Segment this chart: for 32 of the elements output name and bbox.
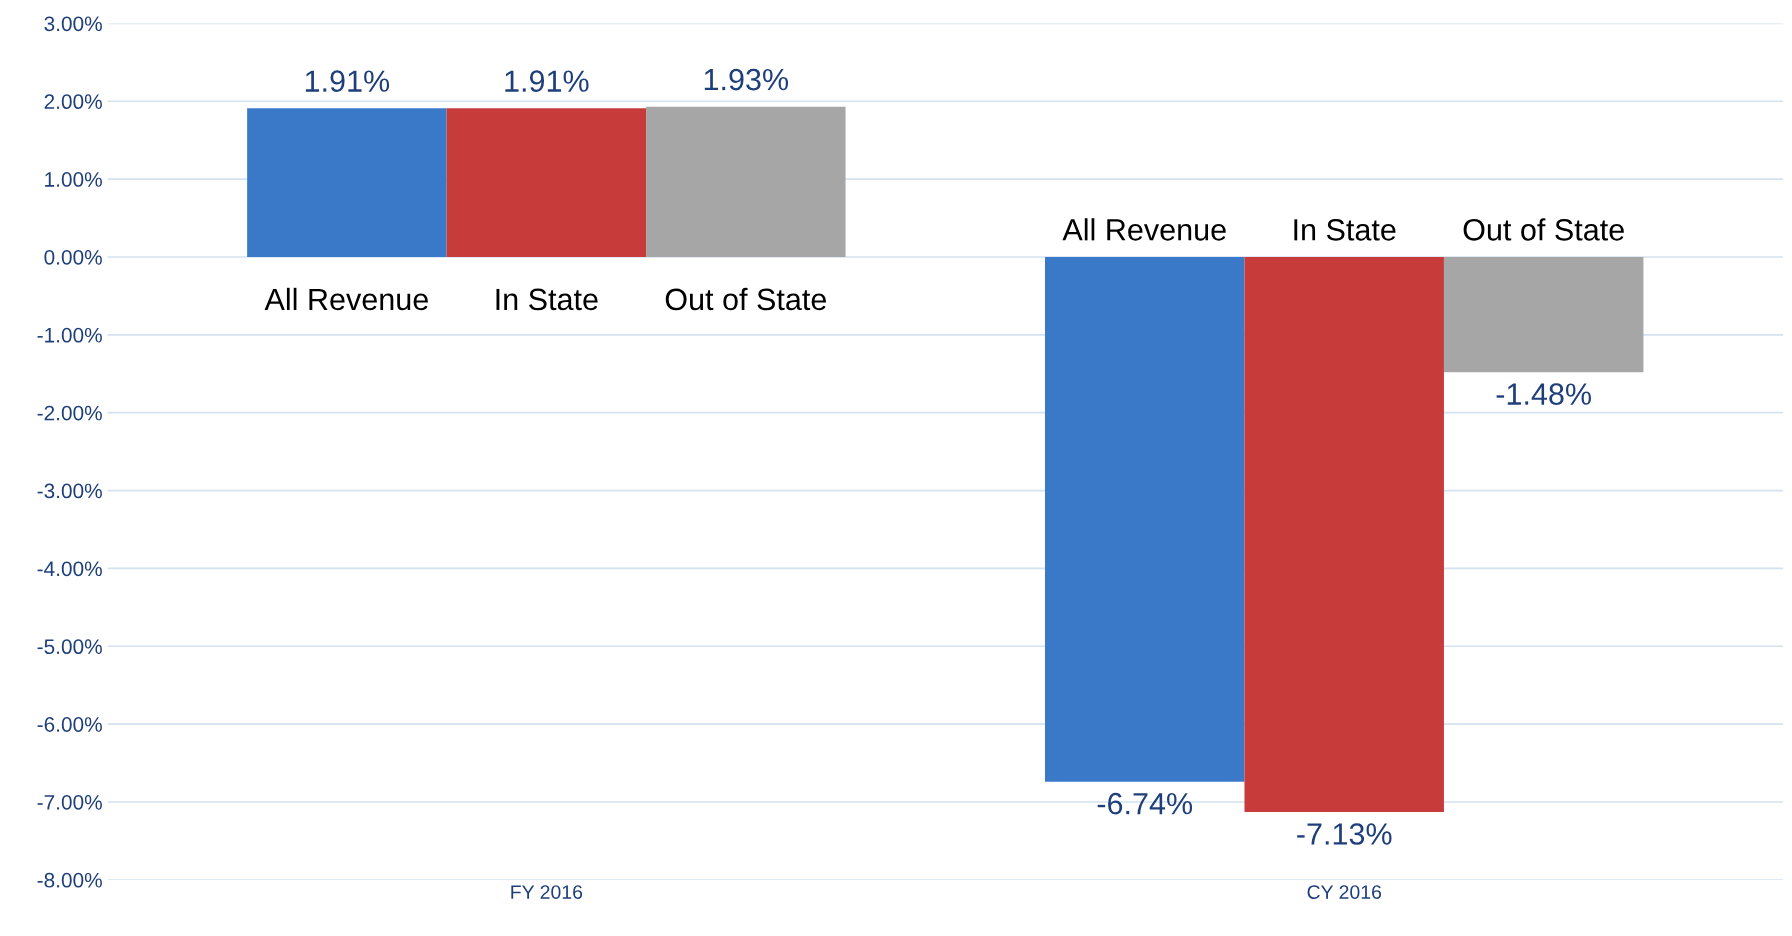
y-tick-label: -7.00% <box>37 794 102 810</box>
data-label: -6.74% <box>1097 792 1193 815</box>
y-tick-label: -5.00% <box>37 639 102 655</box>
data-label: -1.48% <box>1496 383 1591 405</box>
series-label: Out of State <box>1463 218 1624 241</box>
data-label: -7.13% <box>1297 823 1392 845</box>
text: Out of State <box>665 287 826 311</box>
y-tick-label: -4.00% <box>37 561 102 577</box>
data-label: 1.91% <box>505 70 589 92</box>
y-tick-label: -3.00% <box>37 483 102 499</box>
y-tick-label: 3.00% <box>44 16 102 32</box>
bar <box>1443 256 1644 373</box>
y-tick-label: -2.00% <box>37 405 102 421</box>
y-tick-label: 0.00% <box>44 249 102 265</box>
x-tick-label: CY 2016 <box>1307 885 1382 899</box>
y-tick-label: -8.00% <box>37 872 102 888</box>
series-label: In State <box>1294 219 1396 241</box>
y-tick-label: 1.00% <box>45 172 102 187</box>
x-tick-label: FY 2016 <box>511 885 583 899</box>
y-tick-label: -1.00% <box>37 327 102 343</box>
bar <box>446 108 647 257</box>
series-label: All Revenue <box>1062 218 1226 241</box>
text: In State <box>496 288 598 311</box>
bar <box>1045 256 1245 782</box>
bar <box>1244 256 1444 813</box>
bar <box>247 108 447 257</box>
data-label: 1.93% <box>704 68 789 91</box>
data-label: 1.91% <box>305 70 390 92</box>
y-tick-label: -6.00% <box>37 717 102 732</box>
text: All Revenue <box>264 287 428 311</box>
y-tick-label: 2.00% <box>44 94 102 110</box>
bar <box>646 106 846 257</box>
